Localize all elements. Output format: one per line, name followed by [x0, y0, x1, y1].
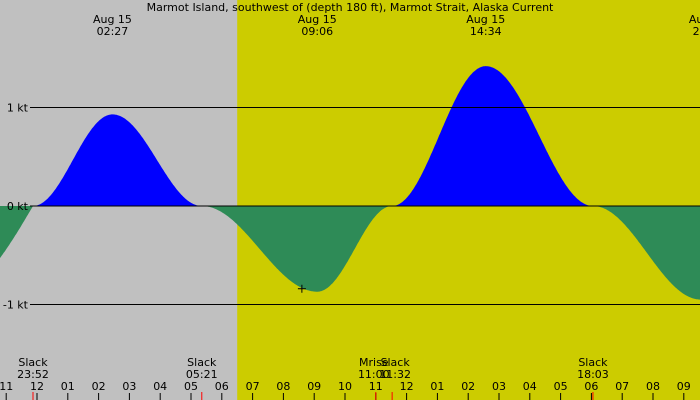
peak-date-label: Aug 15: [466, 13, 505, 26]
hour-tick-label: 05: [184, 380, 198, 393]
peak-time-label: 02:27: [97, 25, 129, 38]
hour-tick-label: 02: [92, 380, 106, 393]
ebb-area: [593, 206, 700, 300]
y-tick-label: 1 kt: [7, 102, 29, 115]
hour-tick-label: 03: [492, 380, 506, 393]
event-labels: Slack23:52Slack05:21Mrise11:00Slack11:32…: [17, 356, 609, 381]
event-label: Slack: [18, 356, 48, 369]
ebb-area: [0, 206, 33, 258]
hour-tick-label: 11: [369, 380, 383, 393]
hour-tick-label: 04: [153, 380, 167, 393]
hour-tick-label: 03: [122, 380, 136, 393]
hour-tick-label: 09: [307, 380, 321, 393]
hour-tick-label: 07: [615, 380, 629, 393]
hour-tick-label: 01: [430, 380, 444, 393]
peak-date-label: Aug 15: [298, 13, 337, 26]
event-time-label: 18:03: [577, 368, 609, 381]
hour-tick-label: 09: [677, 380, 691, 393]
hour-tick-label: 08: [276, 380, 290, 393]
event-time-label: 23:52: [17, 368, 49, 381]
x-axis: 11 12 01 02 03 04 05 06 07 08 09 10 11 12 01 02 03 04 05 06…: [0, 380, 691, 400]
hour-tick-label: 06: [215, 380, 229, 393]
chart-title: Marmot Island, southwest of (depth 180 f…: [147, 1, 554, 14]
flood-area: [392, 66, 593, 206]
y-tick-labels: 1 kt 0 kt -1 kt: [3, 102, 29, 312]
current-curve: [0, 66, 700, 300]
hour-tick-label: 12: [400, 380, 414, 393]
hour-tick-label: 12: [30, 380, 44, 393]
flood-area: [33, 114, 202, 206]
hour-tick-label: 04: [523, 380, 537, 393]
event-label: Mrise: [359, 356, 389, 369]
current-time-marker: [297, 284, 306, 293]
hour-tick-label: 01: [61, 380, 75, 393]
y-gridlines: [30, 107, 700, 305]
hour-tick-label: 08: [646, 380, 660, 393]
event-label: Slack: [578, 356, 608, 369]
peak-time-label: 14:34: [470, 25, 502, 38]
y-tick-label: 0 kt: [7, 200, 29, 213]
event-time-label: 11:32: [379, 368, 411, 381]
hour-tick-label: 05: [554, 380, 568, 393]
peak-time-label: 09:06: [301, 25, 333, 38]
hour-tick-label: 11: [0, 380, 13, 393]
event-time-label: 11:00: [358, 368, 390, 381]
event-label: Slack: [381, 356, 411, 369]
hour-tick-label: 07: [246, 380, 260, 393]
hour-tick-label: 10: [338, 380, 352, 393]
event-label: Slack: [187, 356, 217, 369]
hour-tick-label: 02: [461, 380, 475, 393]
event-time-label: 05:21: [186, 368, 218, 381]
y-tick-label: -1 kt: [3, 299, 29, 312]
peak-date-label: Au: [689, 13, 700, 26]
peak-time-label: 2: [693, 25, 700, 38]
hour-tick-label: 06: [584, 380, 598, 393]
peak-date-label: Aug 15: [93, 13, 132, 26]
ebb-area: [202, 206, 392, 292]
